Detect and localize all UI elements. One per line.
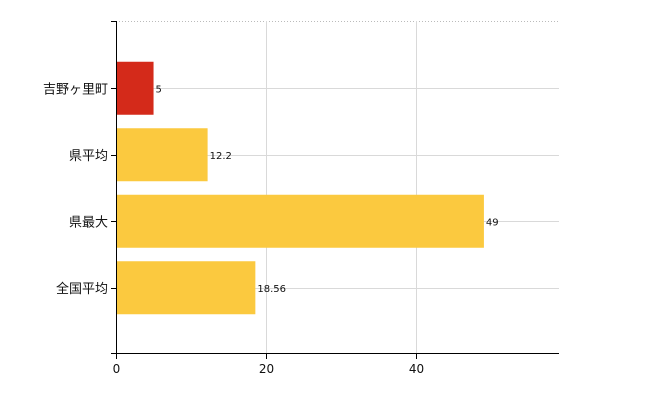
x-tick-label: 40 — [409, 362, 424, 376]
category-label: 吉野ヶ里町 — [43, 82, 108, 97]
axes — [111, 21, 559, 359]
x-tick-label: 0 — [113, 362, 121, 376]
labels: 5 吉野ヶ里町 12.2 県平均 49 県最大 18.56 全国平均 0 20 40 — [43, 82, 499, 376]
bar — [116, 261, 256, 315]
bars — [116, 61, 484, 315]
category-label: 県平均 — [69, 149, 108, 164]
data-label: 18.56 — [257, 284, 286, 295]
category-label: 県最大 — [69, 215, 108, 230]
category-label: 全国平均 — [56, 281, 108, 297]
bar — [116, 61, 154, 115]
data-label: 12.2 — [210, 151, 232, 162]
data-label: 49 — [486, 217, 499, 228]
bar — [116, 194, 484, 248]
x-tick-label: 20 — [259, 362, 274, 376]
data-label: 5 — [156, 84, 162, 95]
bar — [116, 128, 208, 182]
